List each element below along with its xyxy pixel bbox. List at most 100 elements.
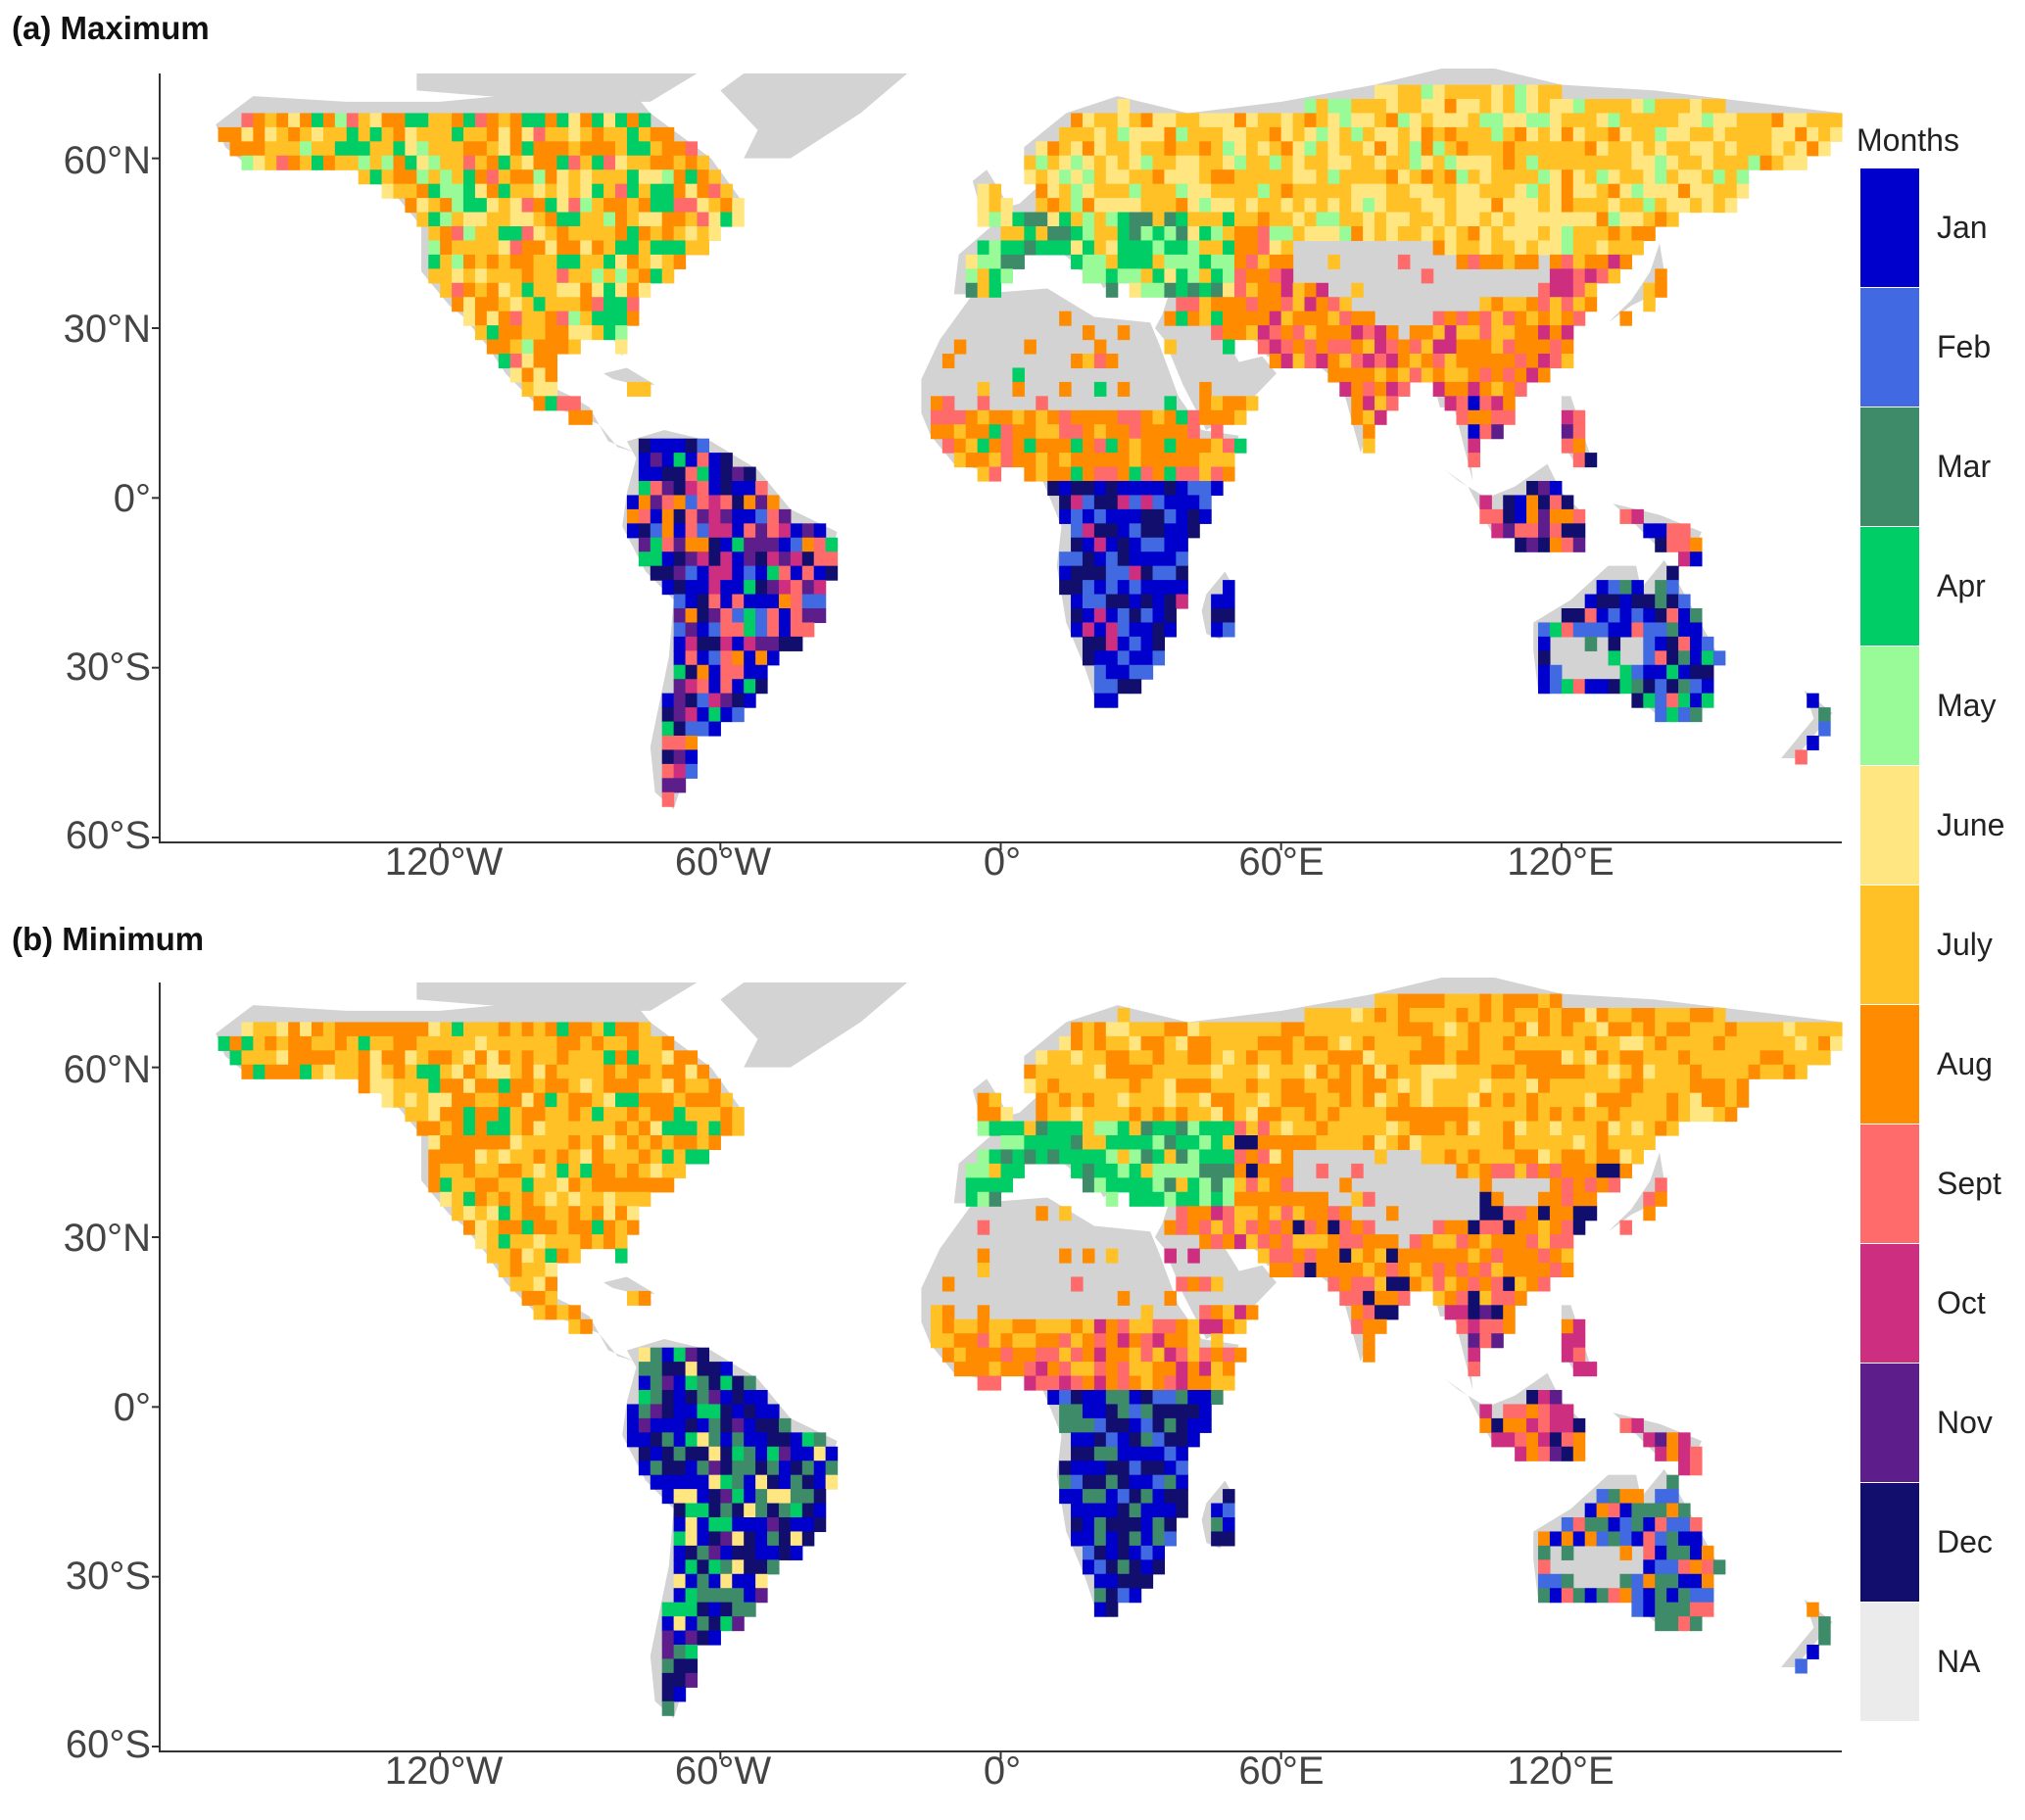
raster-cell [1071,113,1084,128]
raster-cell [685,169,699,185]
raster-cell [744,1588,756,1604]
raster-cell [1105,537,1119,552]
raster-cell [521,339,535,355]
raster-cell [1012,226,1025,242]
raster-cell [685,1602,699,1617]
raster-cell [708,1107,721,1123]
raster-cell [1479,1064,1492,1079]
raster-cell [755,1489,768,1505]
raster-cell [1164,622,1177,638]
raster-cell [661,1404,675,1419]
raster-cell [1117,1347,1131,1363]
raster-cell [1584,453,1598,468]
raster-cell [1409,141,1422,157]
raster-cell [1549,1446,1563,1461]
raster-cell [1211,622,1224,638]
raster-cell [498,1092,511,1108]
raster-cell [1491,1220,1504,1235]
raster-cell [1643,169,1656,185]
raster-cell [1619,1517,1632,1533]
raster-cell [1233,1022,1247,1037]
raster-cell [1292,141,1306,157]
raster-cell [1082,141,1095,157]
raster-cell [1164,1404,1177,1419]
raster-cell [1093,1035,1107,1051]
raster-cell [767,608,780,624]
raster-cell [568,396,581,411]
raster-cell [486,1078,500,1094]
raster-cell [685,1121,699,1136]
raster-cell [1140,226,1154,242]
raster-cell [322,1035,336,1051]
raster-cell [755,664,768,680]
raster-cell [1152,1417,1166,1433]
raster-cell [1608,1177,1621,1193]
raster-cell [1105,664,1119,680]
raster-cell [1199,1305,1212,1320]
raster-cell [1000,438,1014,454]
raster-cell [265,155,277,170]
raster-cell [1444,311,1458,326]
raster-cell [1689,1078,1703,1094]
raster-cell [1176,240,1188,256]
raster-cell [312,1022,324,1037]
raster-cell [381,1064,395,1079]
raster-cell [1807,1050,1819,1066]
raster-cell [1093,1347,1107,1363]
raster-cell [521,1220,535,1235]
raster-cell [1666,155,1679,170]
raster-cell [977,268,990,284]
raster-cell [509,113,523,128]
raster-cell [1059,438,1072,454]
raster-cell [673,1461,687,1476]
legend-swatch [1860,407,1919,527]
raster-cell [1409,212,1422,227]
raster-cell [1385,1035,1399,1051]
raster-cell [1748,126,1761,142]
raster-cell [732,1616,745,1632]
raster-cell [1444,183,1458,199]
raster-cell [1631,664,1644,680]
raster-cell [1619,1417,1632,1433]
raster-cell [1643,99,1656,115]
raster-cell [1292,1092,1306,1108]
raster-cell [1129,1390,1142,1406]
raster-cell [1374,169,1387,185]
raster-cell [1572,1362,1586,1377]
raster-cell [708,481,721,497]
raster-cell [1456,1092,1470,1108]
raster-cell [1327,1234,1340,1250]
raster-cell [685,1545,699,1560]
raster-cell [1515,1290,1527,1306]
raster-cell [1000,1177,1014,1193]
raster-cell [358,1064,371,1079]
raster-cell [1468,1220,1480,1235]
raster-cell [1211,183,1224,199]
raster-cell [673,650,687,666]
raster-cell [1257,1206,1271,1221]
raster-cell [1666,1545,1679,1560]
raster-cell [673,183,687,199]
raster-cell [533,1035,547,1051]
raster-cell [1211,1064,1224,1079]
raster-cell [393,141,406,157]
raster-cell [1152,466,1166,482]
raster-cell [1596,1149,1610,1165]
raster-cell [1199,141,1212,157]
raster-cell [1619,1035,1632,1051]
raster-cell [416,126,429,142]
raster-cell [580,311,593,326]
raster-cell [545,311,558,326]
raster-cell [1561,1121,1574,1136]
raster-cell [661,1163,675,1178]
raster-cell [1503,1220,1516,1235]
raster-cell [1537,1022,1551,1037]
raster-cell [545,240,558,256]
raster-cell [1280,339,1294,355]
raster-cell [312,1064,324,1079]
raster-cell [1584,1135,1598,1151]
raster-cell [755,1417,768,1433]
raster-cell [1701,1573,1714,1589]
raster-cell [1071,481,1084,497]
raster-cell [428,126,441,142]
